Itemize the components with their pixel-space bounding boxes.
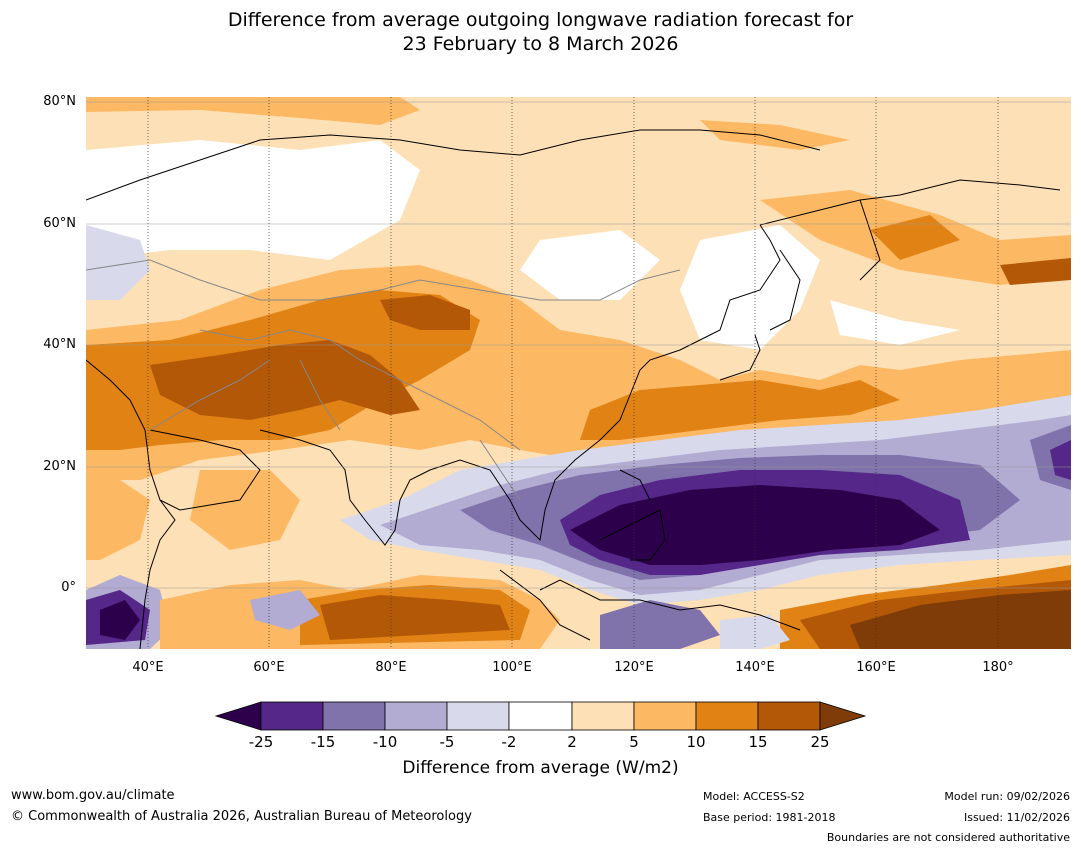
field-15-25-tibet: [380, 295, 470, 330]
colorbar-seg-7: [633, 701, 697, 731]
copyright-text: © Commonwealth of Australia 2026, Austra…: [11, 809, 472, 824]
colorbar-tick: -2: [501, 733, 517, 751]
lon-label-40e: 40°E: [132, 660, 164, 675]
field-japan-white: [680, 225, 820, 350]
colorbar-tick: -10: [372, 733, 398, 751]
colorbar-tick: -5: [439, 733, 455, 751]
colorbar-extend-min: [214, 701, 262, 731]
lon-label-140e: 140°E: [735, 660, 775, 675]
field-indian-lilac-blob: [250, 590, 320, 630]
field-south-indian-dark: [320, 595, 510, 640]
field-bering-dark: [1000, 258, 1071, 285]
colorbar-tick: 15: [748, 733, 768, 751]
field-africa-deep: [100, 600, 140, 640]
field-pacific-white-1: [830, 300, 960, 345]
field-minus-15-25-east: [1050, 440, 1071, 480]
lat-label-40n: 40°N: [43, 337, 76, 352]
model-run-date: Model run: 09/02/2026: [944, 790, 1070, 803]
lat-label-60n: 60°N: [43, 216, 76, 231]
field-15-25-iran: [150, 340, 420, 420]
title-line-1: Difference from average outgoing longwav…: [227, 9, 854, 31]
field-africa-orange: [86, 480, 150, 560]
colorbar-seg-3: [384, 701, 448, 731]
colorbar-seg-5: [508, 701, 573, 731]
coastlines: [86, 129, 1061, 649]
colorbar-seg-1: [260, 701, 324, 731]
field-siberia-orange: [700, 120, 850, 150]
colorbar-seg-6: [571, 701, 635, 731]
colorbar-label: Difference from average (W/m2): [402, 758, 679, 778]
field-arctic-orange: [86, 97, 420, 125]
lon-label-120e: 120°E: [614, 660, 654, 675]
colorbar-extend-max: [819, 701, 867, 731]
field-indonesia-purple: [600, 600, 720, 649]
website-link[interactable]: www.bom.gov.au/climate: [11, 788, 175, 803]
lat-label-80n: 80°N: [43, 94, 76, 109]
colorbar-seg-9: [757, 701, 821, 731]
field-europe-lilac: [86, 225, 150, 300]
field-below-minus-25: [570, 485, 940, 565]
lon-label-80e: 80°E: [375, 660, 407, 675]
colorbar-tick: 25: [810, 733, 830, 751]
colorbar-tick: 10: [686, 733, 706, 751]
lat-label-20n: 20°N: [43, 459, 76, 474]
lat-gridlines: [86, 101, 1071, 589]
field-arabian-sea-orange: [190, 470, 300, 550]
map-title: Difference from average outgoing longwav…: [0, 8, 1081, 56]
map-field: [86, 97, 1071, 649]
colorbar-seg-2: [322, 701, 386, 731]
field-kamchatka-dark: [870, 215, 960, 260]
lon-label-180: 180°: [982, 660, 1014, 675]
model-name: Model: ACCESS-S2: [703, 790, 805, 803]
issued-date: Issued: 11/02/2026: [963, 811, 1070, 824]
colorbar-seg-8: [695, 701, 759, 731]
lon-label-160e: 160°E: [856, 660, 896, 675]
title-line-2: 23 February to 8 March 2026: [402, 33, 679, 55]
colorbar: [214, 701, 867, 731]
field-above-25: [850, 590, 1071, 649]
field-china-coast-orange: [580, 380, 900, 440]
colorbar-seg-4: [446, 701, 510, 731]
lon-label-60e: 60°E: [253, 660, 285, 675]
boundaries-disclaimer: Boundaries are not considered authoritat…: [826, 831, 1070, 844]
country-boundaries: [86, 259, 681, 501]
colorbar-tick: -15: [310, 733, 336, 751]
field-mongolia-white: [520, 230, 660, 300]
lon-gridlines: [147, 97, 999, 649]
colorbar-tick: -25: [248, 733, 274, 751]
base-period: Base period: 1981-2018: [703, 811, 836, 824]
colorbar-tick: 5: [629, 733, 639, 751]
lat-label-0: 0°: [61, 580, 76, 595]
lon-label-100e: 100°E: [492, 660, 532, 675]
colorbar-tick: 2: [567, 733, 577, 751]
